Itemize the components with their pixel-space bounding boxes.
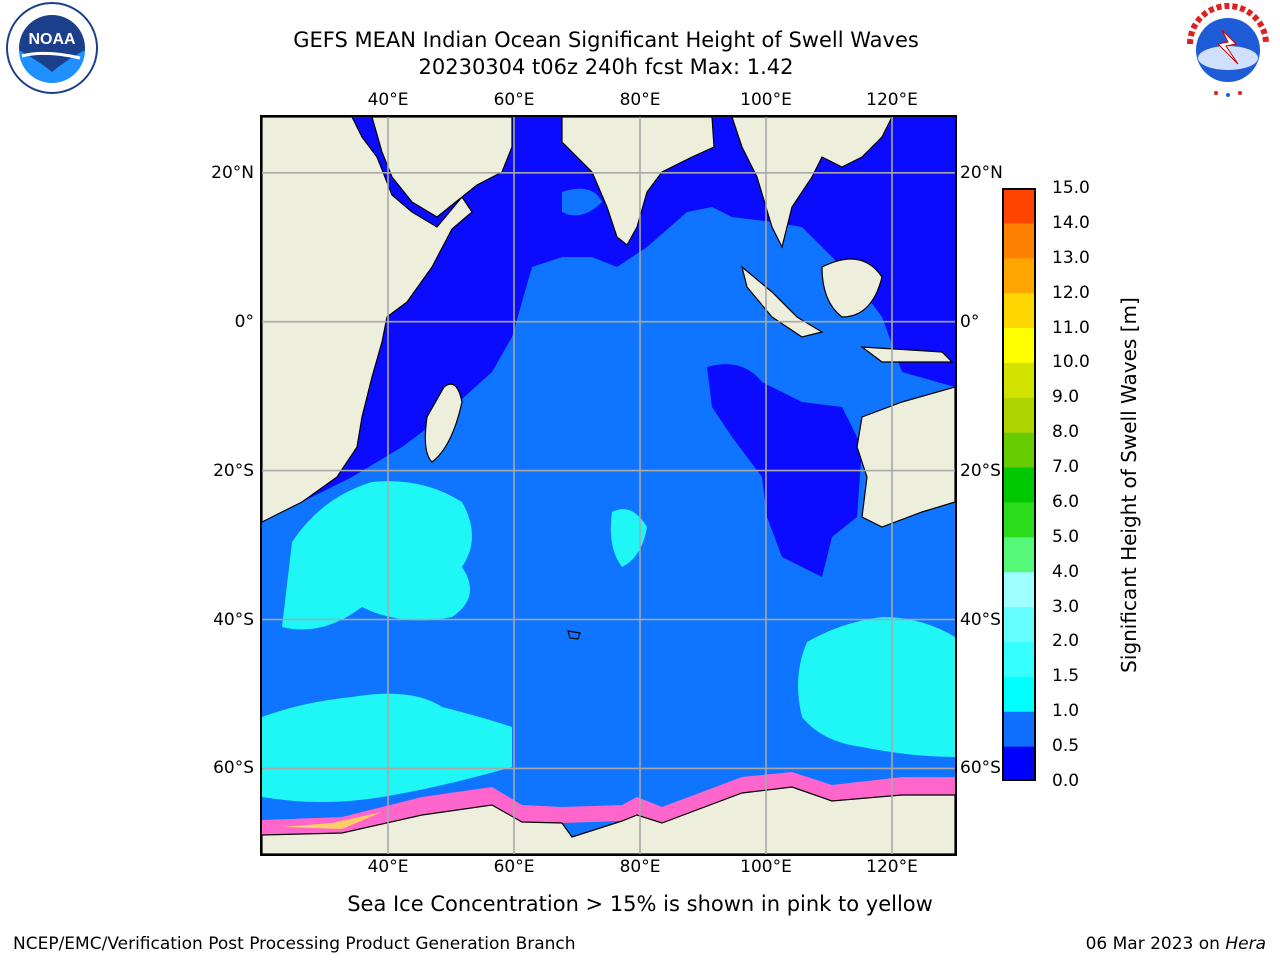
swell-map [262, 117, 955, 854]
noaa-logo: NOAA [6, 2, 98, 94]
colorbar-cell [1003, 467, 1035, 503]
land-southeast-asia [731, 117, 893, 249]
colorbar-tick-label: 5.0 [1052, 526, 1080, 547]
colorbar-tick-label: 14.0 [1052, 212, 1090, 233]
lat-tick-label-left: 40°S [213, 609, 254, 630]
colorbar-tick-label: 4.0 [1052, 561, 1080, 582]
swell-band-1.0-1.5-southeast [798, 617, 955, 757]
lon-tick-label-top: 80°E [619, 90, 661, 110]
lat-tick-label-left: 20°N [211, 162, 254, 183]
footer-date-text: 06 Mar 2023 on [1085, 934, 1226, 954]
lon-tick-label-bottom: 60°E [493, 857, 535, 877]
lon-tick-label-bottom: 80°E [619, 857, 661, 877]
sea-ice-yellow [282, 812, 382, 829]
lon-tick-label-bottom: 120°E [866, 857, 918, 877]
colorbar-cell [1003, 432, 1035, 468]
noaa-logo-text: NOAA [28, 31, 76, 48]
colorbar-tick-label: 3.0 [1052, 596, 1080, 617]
colorbar-cell [1003, 606, 1035, 642]
colorbar-tick-label: 2.0 [1052, 631, 1080, 652]
colorbar-cell [1003, 746, 1035, 781]
colorbar-cell [1003, 292, 1035, 329]
map-frame [260, 115, 957, 856]
colorbar [1002, 188, 1036, 781]
colorbar-tick-label: 7.0 [1052, 457, 1080, 478]
lon-tick-label-top: 100°E [740, 90, 792, 110]
nws-logo [1182, 3, 1274, 97]
lon-tick-label-bottom: 40°E [367, 857, 409, 877]
colorbar-tick-label: 10.0 [1052, 352, 1090, 373]
colorbar-border [1002, 188, 1036, 781]
colorbar-cell [1003, 676, 1035, 712]
colorbar-tick-label: 13.0 [1052, 247, 1090, 268]
lat-tick-label-left: 0° [234, 311, 254, 332]
footer-date: 06 Mar 2023 on Hera [1086, 934, 1266, 954]
lon-tick-label-top: 60°E [493, 90, 535, 110]
colorbar-cell [1003, 222, 1035, 259]
colorbar-cell [1003, 536, 1035, 573]
land-madagascar [424, 383, 463, 463]
lat-tick-label-right: 60°S [960, 758, 1001, 779]
colorbar-tick-label: 12.0 [1052, 282, 1090, 303]
colorbar-cell [1003, 188, 1035, 224]
colorbar-tick-label: 9.0 [1052, 387, 1080, 408]
colorbar-cell [1003, 641, 1035, 677]
footer-host: Hera [1225, 934, 1266, 954]
lat-lon-grid [262, 117, 955, 854]
land-africa [262, 117, 473, 523]
colorbar-label: Significant Height of Swell Waves [m] [1117, 297, 1141, 673]
swell-band-1.0-1.5-central [610, 509, 647, 567]
lat-tick-label-right: 20°N [960, 162, 1003, 183]
land-sumatra-borneo [740, 258, 954, 363]
colorbar-cell [1003, 257, 1035, 294]
lon-tick-label-top: 40°E [367, 90, 409, 110]
swell-band-0.5-1.0 [262, 207, 955, 854]
swell-band-patch-bay [562, 188, 602, 216]
swell-band-1.0-1.5-southwest [282, 481, 472, 630]
colorbar-tick-label: 11.0 [1052, 317, 1090, 338]
chart-subtitle: 20230304 t06z 240h fcst Max: 1.42 [418, 55, 794, 79]
lat-tick-label-left: 20°S [213, 460, 254, 481]
lat-tick-label-left: 60°S [213, 758, 254, 779]
colorbar-cell [1003, 571, 1035, 608]
colorbar-cell [1003, 711, 1035, 747]
colorbar-tick-label: 0.0 [1052, 771, 1080, 791]
land-kerguelen [567, 630, 581, 640]
lon-tick-label-top: 120°E [866, 90, 918, 110]
colorbar-tick-label: 15.0 [1052, 178, 1090, 198]
colorbar-cell [1003, 362, 1035, 398]
colorbar-cell [1003, 397, 1035, 433]
land-india [561, 117, 715, 246]
colorbar-tick-label: 1.5 [1052, 666, 1080, 687]
colorbar-tick-label: 1.0 [1052, 701, 1080, 722]
chart-title: GEFS MEAN Indian Ocean Significant Heigh… [293, 28, 919, 52]
land-antarctica [262, 786, 955, 854]
footer-credit: NCEP/EMC/Verification Post Processing Pr… [13, 934, 576, 954]
colorbar-tick-label: 6.0 [1052, 491, 1080, 512]
colorbar-tick-label: 0.5 [1052, 736, 1080, 757]
land-australia [856, 386, 955, 528]
swell-band-patch-west [552, 267, 607, 317]
lon-tick-label-bottom: 100°E [740, 857, 792, 877]
swell-band-1.0-1.5-south [262, 693, 512, 802]
sea-ice-note: Sea Ice Concentration > 15% is shown in … [347, 892, 933, 916]
colorbar-tick-label: 8.0 [1052, 422, 1080, 443]
lat-tick-label-right: 40°S [960, 609, 1001, 630]
lat-tick-label-right: 0° [960, 311, 980, 332]
colorbar-cell [1003, 501, 1035, 538]
colorbar-cell [1003, 327, 1035, 363]
lat-tick-label-right: 20°S [960, 460, 1001, 481]
